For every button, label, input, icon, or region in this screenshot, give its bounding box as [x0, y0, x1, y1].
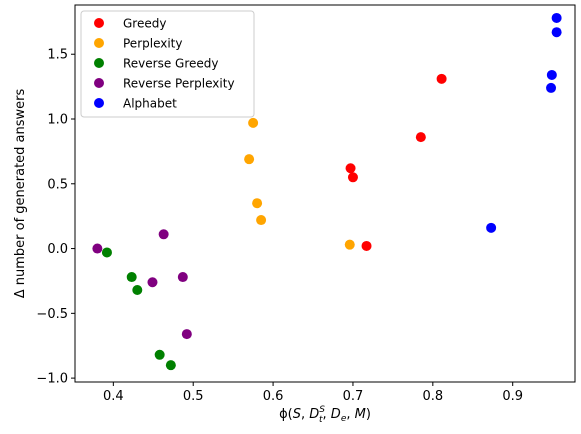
legend-label: Greedy	[123, 17, 166, 31]
x-tick-label: 0.9	[502, 389, 523, 404]
data-point	[92, 243, 103, 254]
data-point	[252, 198, 263, 209]
legend-marker	[94, 78, 104, 88]
series-reverse-greedy	[101, 247, 176, 371]
series-reverse-perplexity	[92, 229, 192, 340]
x-tick-label: 0.4	[103, 389, 124, 404]
data-point	[486, 222, 497, 233]
y-tick-label: 0.5	[47, 177, 68, 192]
legend-box	[80, 10, 255, 118]
data-point	[248, 117, 259, 128]
legend-marker	[94, 58, 104, 68]
y-tick-label: 1.5	[47, 48, 68, 63]
data-point	[361, 240, 372, 251]
x-tick-label: 0.6	[263, 389, 284, 404]
data-point	[551, 27, 562, 38]
data-point	[347, 172, 358, 183]
data-point	[154, 349, 165, 360]
legend-label: Perplexity	[123, 37, 183, 51]
data-point	[147, 277, 158, 288]
data-point	[546, 69, 557, 80]
data-point	[177, 272, 188, 283]
data-point	[165, 360, 176, 371]
data-point	[546, 82, 557, 93]
data-point	[436, 73, 447, 84]
data-point	[415, 132, 426, 143]
data-point	[158, 229, 169, 240]
x-tick-label: 0.7	[343, 389, 364, 404]
series-greedy	[345, 73, 447, 251]
y-axis-title: Δ number of generated answers	[13, 88, 28, 298]
data-point	[344, 239, 355, 250]
data-point	[181, 329, 192, 340]
data-point	[101, 247, 112, 258]
legend-marker	[94, 98, 104, 108]
y-tick-label: 0.0	[47, 242, 68, 257]
legend-marker	[94, 38, 104, 48]
data-point	[256, 215, 267, 226]
data-point	[244, 154, 255, 165]
x-tick-label: 0.8	[422, 389, 443, 404]
data-point	[126, 272, 137, 283]
y-tick-label: −0.5	[36, 307, 68, 322]
legend-label: Reverse Perplexity	[123, 77, 235, 91]
legend-label: Reverse Greedy	[123, 57, 219, 71]
series-perplexity	[244, 117, 355, 250]
y-tick-label: −1.0	[36, 372, 68, 387]
y-tick-label: 1.0	[47, 113, 68, 128]
data-point	[132, 285, 143, 296]
series-alphabet	[486, 12, 562, 233]
data-point	[551, 12, 562, 23]
legend-label: Alphabet	[123, 97, 177, 111]
data-point	[345, 163, 356, 174]
x-axis-title: ϕ(S, DS t, De, M)	[279, 405, 371, 425]
x-tick-label: 0.5	[183, 389, 204, 404]
legend-marker	[94, 18, 104, 28]
